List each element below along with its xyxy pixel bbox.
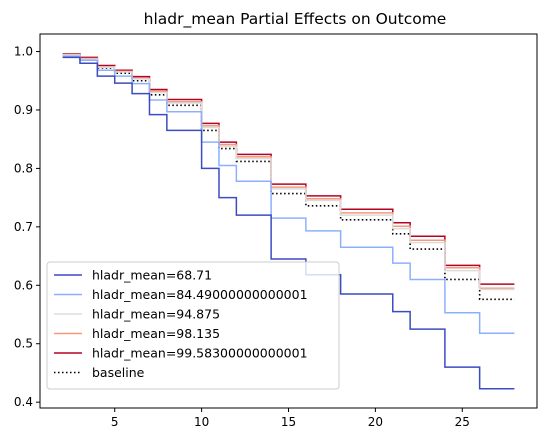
- legend-label: hladr_mean=94.875: [92, 307, 220, 322]
- legend-label: baseline: [92, 365, 145, 380]
- legend-label: hladr_mean=99.58300000000001: [92, 346, 308, 361]
- series-line-1: [62, 55, 515, 334]
- legend-box: [46, 261, 340, 390]
- plot-area: [62, 53, 515, 390]
- x-tick-label: 5: [111, 415, 119, 429]
- legend-label: hladr_mean=98.135: [92, 326, 220, 341]
- y-tick-label: 0.6: [14, 278, 33, 292]
- y-axis: 0.4 0.5 0.6 0.7 0.8 0.9 1.0: [14, 45, 40, 409]
- y-tick-label: 0.9: [14, 103, 33, 117]
- x-tick-label: 10: [194, 415, 209, 429]
- series-line-3: [62, 53, 515, 289]
- x-tick-label: 25: [455, 415, 470, 429]
- legend: hladr_mean=68.71 hladr_mean=84.4900000000…: [46, 261, 340, 390]
- chart-title: hladr_mean Partial Effects on Outcome: [144, 10, 447, 29]
- y-tick-label: 0.7: [14, 220, 33, 234]
- series-line-0: [62, 56, 515, 390]
- y-tick-label: 0.5: [14, 337, 33, 351]
- x-axis: 5 10 15 20 25: [111, 408, 470, 429]
- y-tick-label: 0.8: [14, 161, 33, 175]
- y-tick-label: 0.4: [14, 395, 33, 409]
- series-line-2: [62, 54, 515, 291]
- x-tick-label: 15: [281, 415, 296, 429]
- y-tick-label: 1.0: [14, 45, 33, 59]
- series-line-4: [62, 53, 515, 285]
- legend-label: hladr_mean=84.49000000000001: [92, 287, 308, 302]
- x-tick-label: 20: [368, 415, 383, 429]
- legend-label: hladr_mean=68.71: [92, 268, 212, 283]
